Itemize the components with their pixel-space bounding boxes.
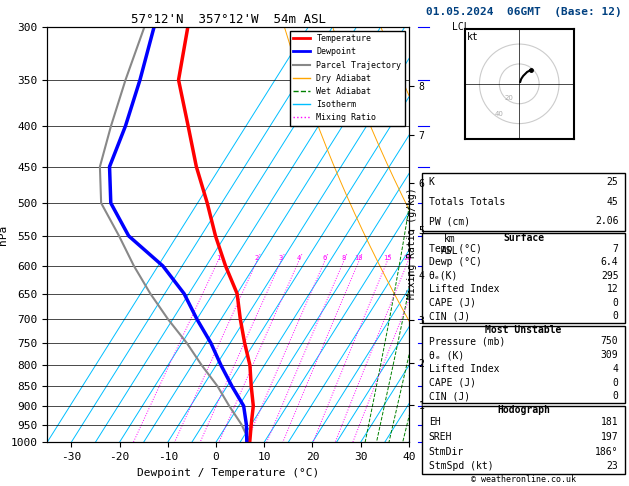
Text: © weatheronline.co.uk: © weatheronline.co.uk xyxy=(471,474,576,484)
Bar xyxy=(423,233,625,323)
Y-axis label: km
ASL: km ASL xyxy=(441,235,459,256)
Text: 0: 0 xyxy=(613,298,618,308)
Text: K: K xyxy=(429,177,435,187)
Text: 40: 40 xyxy=(495,111,504,117)
Text: SREH: SREH xyxy=(429,432,452,442)
X-axis label: Dewpoint / Temperature (°C): Dewpoint / Temperature (°C) xyxy=(137,468,319,478)
Text: 2.06: 2.06 xyxy=(595,216,618,226)
Text: CAPE (J): CAPE (J) xyxy=(429,378,476,388)
Text: kt: kt xyxy=(467,33,479,42)
Text: 0: 0 xyxy=(613,378,618,388)
Text: 6.4: 6.4 xyxy=(601,257,618,267)
Text: 186°: 186° xyxy=(595,447,618,457)
Text: CAPE (J): CAPE (J) xyxy=(429,298,476,308)
Text: Most Unstable: Most Unstable xyxy=(486,325,562,335)
Text: 750: 750 xyxy=(601,336,618,346)
Text: 20: 20 xyxy=(404,255,412,261)
Text: Mixing Ratio (g/kg): Mixing Ratio (g/kg) xyxy=(407,187,417,299)
Text: StmDir: StmDir xyxy=(429,447,464,457)
Legend: Temperature, Dewpoint, Parcel Trajectory, Dry Adiabat, Wet Adiabat, Isotherm, Mi: Temperature, Dewpoint, Parcel Trajectory… xyxy=(290,31,404,125)
Bar xyxy=(423,326,625,403)
Text: 0: 0 xyxy=(613,312,618,321)
Text: 8: 8 xyxy=(342,255,346,261)
Text: 2: 2 xyxy=(255,255,259,261)
Text: 7: 7 xyxy=(613,244,618,254)
Text: 6: 6 xyxy=(323,255,326,261)
Text: 45: 45 xyxy=(607,197,618,207)
Text: 0: 0 xyxy=(613,392,618,401)
Text: 25: 25 xyxy=(607,177,618,187)
Text: StmSpd (kt): StmSpd (kt) xyxy=(429,461,493,471)
Text: Lifted Index: Lifted Index xyxy=(429,364,499,374)
Text: Lifted Index: Lifted Index xyxy=(429,284,499,295)
Bar xyxy=(423,406,625,474)
Text: 12: 12 xyxy=(607,284,618,295)
Text: θₑ(K): θₑ(K) xyxy=(429,271,458,281)
Text: Temp (°C): Temp (°C) xyxy=(429,244,482,254)
Y-axis label: hPa: hPa xyxy=(0,225,8,244)
Text: Surface: Surface xyxy=(503,233,544,243)
Text: CIN (J): CIN (J) xyxy=(429,312,470,321)
Text: 15: 15 xyxy=(383,255,391,261)
Text: 4: 4 xyxy=(613,364,618,374)
Text: 181: 181 xyxy=(601,417,618,427)
Text: Hodograph: Hodograph xyxy=(497,405,550,415)
Text: 309: 309 xyxy=(601,350,618,360)
Text: EH: EH xyxy=(429,417,440,427)
Text: 20: 20 xyxy=(505,95,514,101)
Text: 4: 4 xyxy=(296,255,301,261)
Text: LCL: LCL xyxy=(452,22,470,32)
Text: θₑ (K): θₑ (K) xyxy=(429,350,464,360)
Text: 23: 23 xyxy=(607,461,618,471)
Text: 1: 1 xyxy=(216,255,220,261)
Text: 10: 10 xyxy=(355,255,363,261)
Text: 3: 3 xyxy=(279,255,283,261)
Text: 197: 197 xyxy=(601,432,618,442)
Bar xyxy=(423,173,625,231)
Title: 57°12'N  357°12'W  54m ASL: 57°12'N 357°12'W 54m ASL xyxy=(130,13,326,26)
Text: CIN (J): CIN (J) xyxy=(429,392,470,401)
Text: 295: 295 xyxy=(601,271,618,281)
Text: Dewp (°C): Dewp (°C) xyxy=(429,257,482,267)
Text: 01.05.2024  06GMT  (Base: 12): 01.05.2024 06GMT (Base: 12) xyxy=(426,7,621,17)
Text: PW (cm): PW (cm) xyxy=(429,216,470,226)
Text: Totals Totals: Totals Totals xyxy=(429,197,505,207)
Text: Pressure (mb): Pressure (mb) xyxy=(429,336,505,346)
